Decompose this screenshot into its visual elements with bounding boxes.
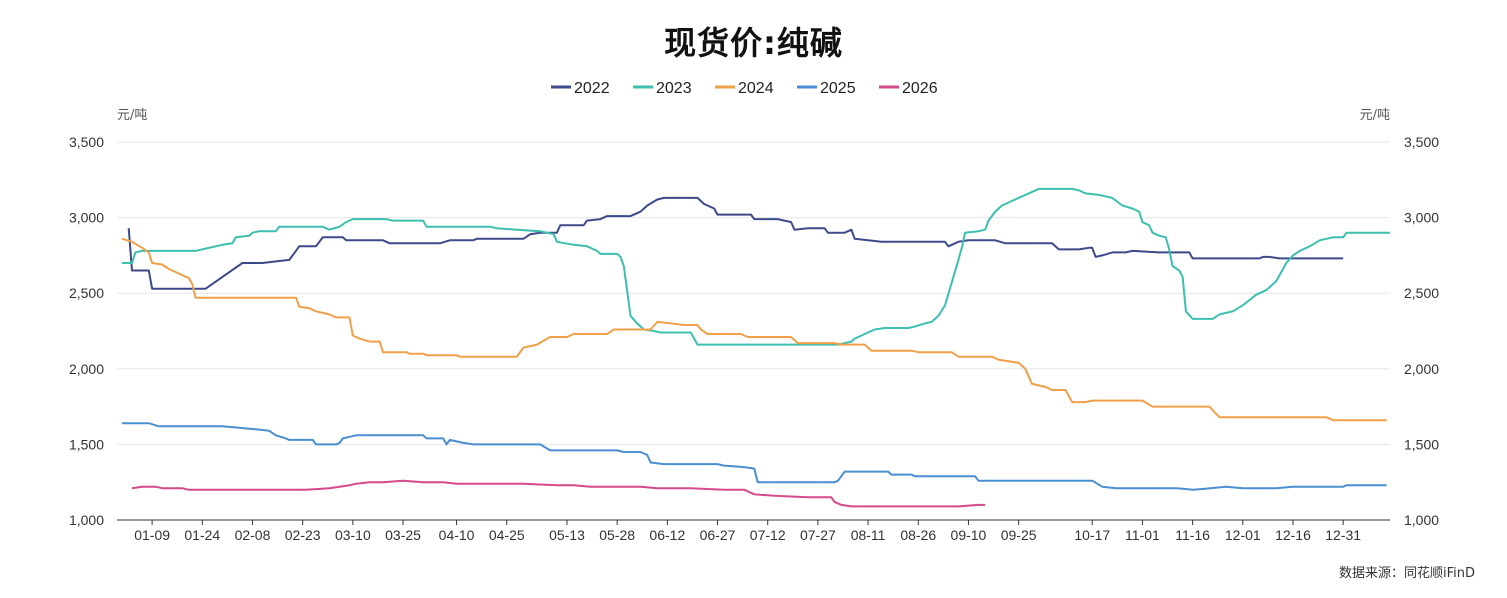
x-tick-label: 06-12 [649, 527, 685, 543]
x-axis: 01-09 01-24 02-08 02-23 03-10 03-25 04-10 04-25… [134, 520, 1361, 543]
y-tick-label-right: 1,000 [1404, 512, 1439, 528]
x-tick-label: 01-09 [134, 527, 170, 543]
x-tick-label: 07-12 [750, 527, 786, 543]
series-lines [121, 187, 1390, 508]
x-tick-label: 09-25 [1001, 527, 1037, 543]
y-tick-label-right: 2,000 [1404, 361, 1439, 377]
legend-label: 2026 [902, 80, 938, 97]
series-line-2022 [127, 196, 1344, 290]
y-tick-label-right: 2,500 [1404, 285, 1439, 301]
x-tick-label: 09-10 [951, 527, 987, 543]
x-tick-label: 03-25 [385, 527, 421, 543]
x-tick-label: 11-01 [1125, 527, 1160, 543]
x-tick-label: 11-16 [1175, 527, 1210, 543]
legend-item-2024[interactable]: 2024 [715, 80, 774, 97]
x-tick-label: 10-17 [1074, 527, 1110, 543]
series-line-2023 [122, 187, 1390, 346]
y-axis-left: 1,000 1,500 2,000 2,500 3,000 3,500 [69, 134, 104, 528]
x-tick-label: 06-27 [700, 527, 736, 543]
x-tick-label: 02-08 [235, 527, 271, 543]
x-tick-label: 02-23 [285, 527, 321, 543]
series-line-2026 [131, 479, 986, 508]
x-tick-label: 08-26 [900, 527, 936, 543]
y-axis-unit-right: 元/吨 [1360, 108, 1390, 123]
y-axis-right: 1,000 1,500 2,000 2,500 3,000 3,500 [1404, 134, 1439, 528]
x-tick-label: 04-10 [439, 527, 475, 543]
x-tick-label: 12-01 [1225, 527, 1261, 543]
legend-item-2022[interactable]: 2022 [551, 80, 610, 97]
y-tick-label-left: 2,000 [69, 361, 104, 377]
legend-item-2025[interactable]: 2025 [797, 80, 856, 97]
x-tick-label: 05-28 [599, 527, 635, 543]
x-tick-label: 07-27 [800, 527, 836, 543]
legend-item-2023[interactable]: 2023 [633, 80, 692, 97]
series-line-2025 [122, 422, 1387, 491]
legend-label: 2022 [574, 80, 610, 97]
y-tick-label-right: 3,000 [1404, 210, 1439, 226]
y-tick-label-left: 3,000 [69, 210, 104, 226]
y-tick-label-left: 1,000 [69, 512, 104, 528]
chart-title: 现货价:纯碱 [664, 24, 843, 62]
y-tick-label-right: 3,500 [1404, 134, 1439, 150]
legend-label: 2025 [820, 80, 856, 97]
x-tick-label: 03-10 [335, 527, 371, 543]
x-tick-label: 05-13 [549, 527, 585, 543]
y-tick-label-right: 1,500 [1404, 436, 1439, 452]
x-tick-label: 01-24 [184, 527, 220, 543]
x-tick-label: 12-16 [1275, 527, 1311, 543]
grid-lines [117, 141, 1390, 521]
x-tick-label: 12-31 [1325, 527, 1361, 543]
y-tick-label-left: 1,500 [69, 436, 104, 452]
x-tick-label: 08-11 [851, 527, 886, 543]
y-axis-unit-left: 元/吨 [117, 108, 147, 123]
legend-item-2026[interactable]: 2026 [879, 80, 938, 97]
x-tick-label: 04-25 [489, 527, 525, 543]
legend-label: 2024 [738, 80, 774, 97]
series-line-2024 [121, 237, 1387, 422]
legend-label: 2023 [656, 80, 692, 97]
legend: 2022 2023 2024 2025 2026 [551, 80, 938, 97]
data-source-note: 数据来源：同花顺iFinD [1338, 566, 1475, 581]
y-tick-label-left: 3,500 [69, 134, 104, 150]
y-tick-label-left: 2,500 [69, 285, 104, 301]
